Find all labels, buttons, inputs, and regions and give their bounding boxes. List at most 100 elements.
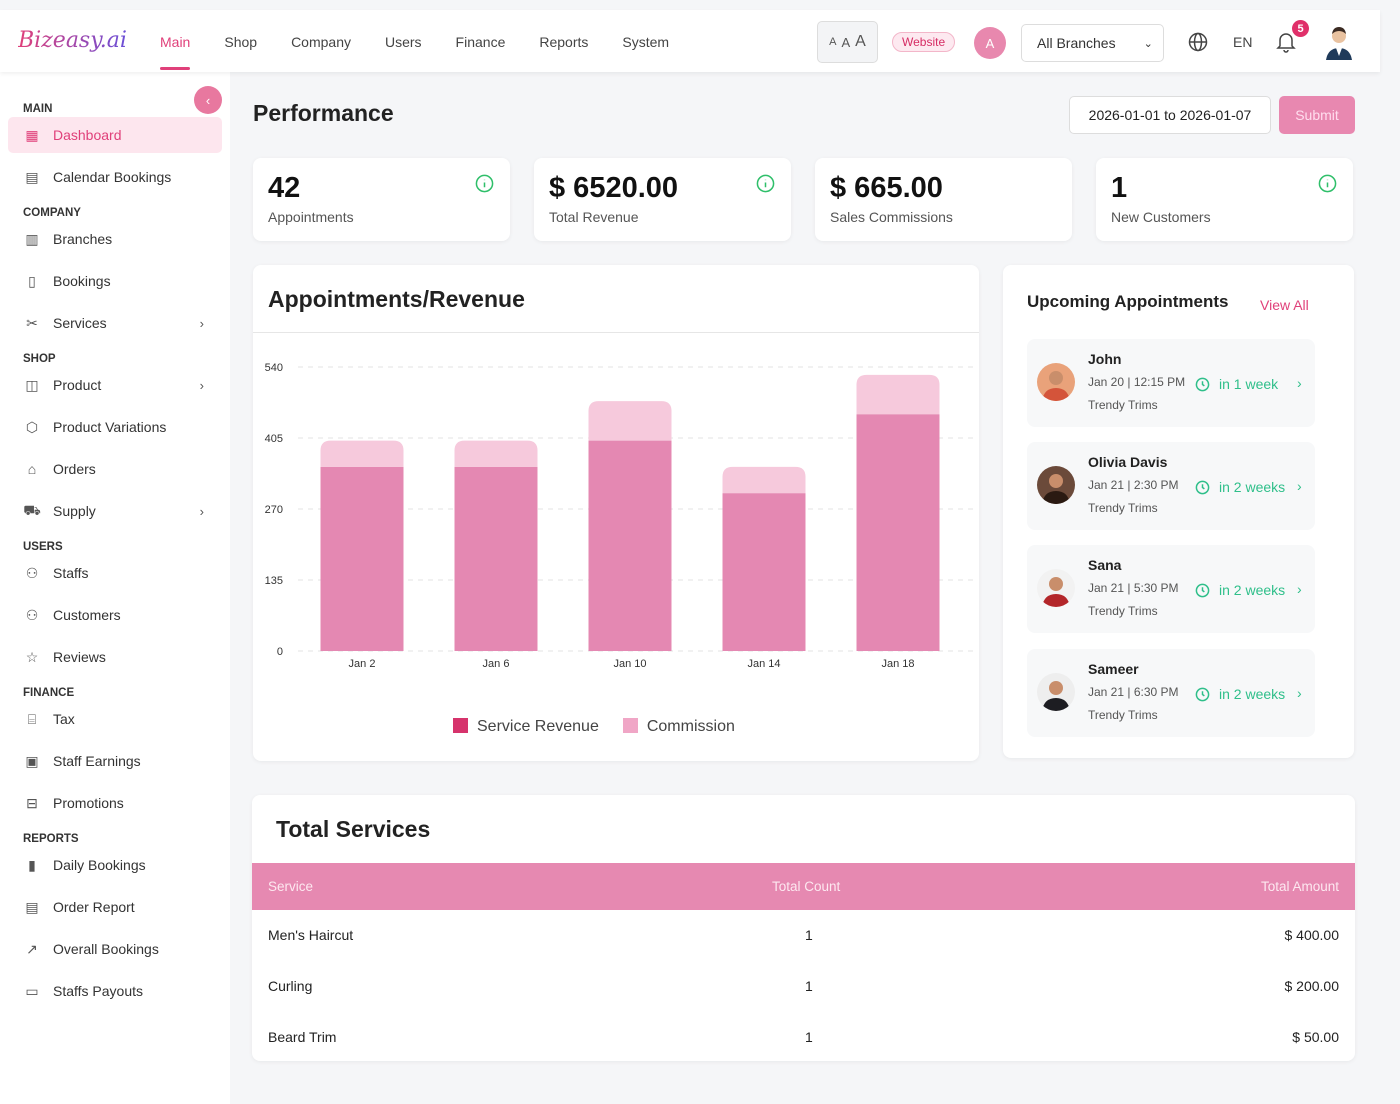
relative-time-label: in 2 weeks — [1219, 686, 1286, 702]
total-services-card — [252, 795, 1355, 1061]
relative-time: in 1 week — [1195, 376, 1278, 392]
view-all-link[interactable]: View All — [1260, 297, 1309, 313]
sidebar-item-label: Calendar Bookings — [53, 169, 172, 185]
upcoming-title: Upcoming Appointments — [1027, 292, 1229, 311]
bank-icon: ⌸ — [27, 710, 37, 727]
branch-name: Trendy Trims — [1088, 501, 1158, 515]
collapse-sidebar-button[interactable]: ‹ — [194, 86, 222, 114]
nav-main[interactable]: Main — [160, 34, 191, 70]
legend-swatch — [453, 718, 468, 733]
sidebar-item-product[interactable]: ◫ Product › — [8, 367, 222, 403]
sidebar-item-label: Customers — [53, 607, 121, 623]
bell-icon[interactable] — [1276, 31, 1296, 53]
bar-chart: 0 135 270 405 540 Jan 2 Jan 6 Jan 10 Jan 14 Jan 1… — [265, 362, 973, 670]
stat-card-appointments: 42 Appointments — [253, 158, 510, 241]
appointment-item[interactable]: John Jan 20 | 12:15 PM Trendy Trims in 1… — [1027, 339, 1315, 427]
legend-item-commission[interactable]: Commission — [622, 718, 735, 736]
relative-time: in 2 weeks — [1195, 479, 1285, 495]
cell-service: Beard Trim — [268, 1029, 337, 1045]
chevron-right-icon: › — [199, 503, 204, 519]
cell-amount: $ 50.00 — [1292, 1029, 1339, 1045]
legend-item-service-revenue[interactable]: Service Revenue — [453, 718, 599, 736]
cell-count: 1 — [805, 1029, 813, 1045]
legend-label: Service Revenue — [477, 718, 599, 735]
sidebar-item-services[interactable]: ✂ Services › — [8, 305, 222, 341]
branch-select-value: All Branches — [1037, 35, 1116, 51]
website-button[interactable]: Website — [892, 32, 956, 52]
branch-name: Trendy Trims — [1088, 398, 1158, 412]
globe-icon[interactable] — [1188, 32, 1208, 52]
appointment-datetime: Jan 21 | 2:30 PM — [1088, 478, 1179, 492]
sidebar-item-label: Supply — [53, 503, 96, 519]
stat-card-total-revenue: $ 6520.00 Total Revenue — [534, 158, 791, 241]
column-total-amount[interactable]: Total Amount — [1260, 879, 1339, 894]
chevron-right-icon[interactable]: › — [1297, 375, 1302, 391]
branch-select[interactable]: All Branches ⌄ — [1021, 24, 1164, 62]
nav-users[interactable]: Users — [384, 34, 422, 50]
appointment-item[interactable]: Sameer Jan 21 | 6:30 PM Trendy Trims in … — [1027, 649, 1315, 737]
customer-avatar — [1037, 466, 1075, 504]
sidebar-item-supply[interactable]: ⛟ Supply › — [8, 493, 222, 529]
sidebar-item-order-report[interactable]: ▤ Order Report — [8, 889, 222, 925]
font-small-button[interactable]: A — [829, 36, 837, 48]
sidebar-item-branches[interactable]: ▥ Branches — [8, 221, 222, 257]
sidebar-item-calendar-bookings[interactable]: ▤ Calendar Bookings — [8, 159, 222, 195]
sidebar-item-overall-bookings[interactable]: ↗ Overall Bookings — [8, 931, 222, 967]
bar-commission — [856, 374, 940, 415]
sidebar-item-staffs[interactable]: ⚇ Staffs — [8, 555, 222, 591]
info-icon[interactable] — [756, 174, 775, 193]
nav-shop[interactable]: Shop — [224, 34, 258, 50]
sidebar-item-dashboard[interactable]: ▦ Dashboard — [8, 117, 222, 153]
submit-button[interactable]: Submit — [1279, 96, 1355, 134]
stat-value: $ 665.00 — [830, 172, 943, 204]
sidebar-item-reviews[interactable]: ☆ Reviews — [8, 639, 222, 675]
date-range-input[interactable]: 2026-01-01 to 2026-01-07 — [1069, 96, 1271, 134]
grid-icon: ▦ — [25, 126, 39, 143]
cell-count: 1 — [805, 927, 813, 943]
nav-system[interactable]: System — [622, 34, 670, 50]
sidebar-item-daily-bookings[interactable]: ▮ Daily Bookings — [8, 847, 222, 883]
sidebar-section-label: USERS — [23, 541, 63, 553]
table-row: Beard Trim 1 $ 50.00 — [252, 1012, 1355, 1062]
info-icon[interactable] — [475, 174, 494, 193]
sidebar-item-staff-earnings[interactable]: ▣ Staff Earnings — [8, 743, 222, 779]
x-tick-label: Jan 18 — [881, 658, 914, 670]
sidebar-item-label: Orders — [53, 461, 96, 477]
nav-finance[interactable]: Finance — [455, 34, 506, 50]
column-service[interactable]: Service — [268, 879, 314, 894]
font-medium-button[interactable]: A — [841, 34, 851, 50]
relative-time-label: in 1 week — [1219, 376, 1279, 392]
chevron-right-icon[interactable]: › — [1297, 581, 1302, 597]
wallet-icon: ▣ — [25, 752, 39, 769]
bar-service-revenue — [588, 440, 672, 651]
sidebar-item-orders[interactable]: ⌂ Orders — [8, 451, 222, 487]
appointment-item[interactable]: Sana Jan 21 | 5:30 PM Trendy Trims in 2 … — [1027, 545, 1315, 633]
building-icon: ▥ — [25, 230, 39, 247]
nav-company[interactable]: Company — [291, 34, 351, 50]
chart-legend: Service Revenue Commission — [453, 718, 735, 736]
sidebar-item-staffs-payouts[interactable]: ▭ Staffs Payouts — [8, 973, 222, 1009]
chevron-right-icon: › — [199, 377, 204, 393]
font-large-button[interactable]: A — [855, 33, 866, 50]
x-tick-label: Jan 14 — [747, 658, 780, 670]
chevron-right-icon[interactable]: › — [1297, 685, 1302, 701]
appointment-item[interactable]: Olivia Davis Jan 21 | 2:30 PM Trendy Tri… — [1027, 442, 1315, 530]
language-select[interactable]: EN — [1233, 34, 1253, 50]
sidebar-item-tax[interactable]: ⌸ Tax — [8, 701, 222, 737]
main-nav: Main Shop Company Users Finance Reports … — [160, 34, 670, 70]
sidebar-item-product-variations[interactable]: ⬡ Product Variations — [8, 409, 222, 445]
chevron-right-icon[interactable]: › — [1297, 478, 1302, 494]
sidebar-item-promotions[interactable]: ⊟ Promotions — [8, 785, 222, 821]
user-avatar[interactable] — [1324, 26, 1354, 60]
branch-name: Trendy Trims — [1088, 708, 1158, 722]
info-icon[interactable] — [1318, 174, 1337, 193]
account-avatar[interactable]: A — [974, 27, 1006, 59]
total-services-title: Total Services — [276, 816, 431, 842]
sidebar-item-customers[interactable]: ⚇ Customers — [8, 597, 222, 633]
nav-reports[interactable]: Reports — [539, 34, 589, 50]
column-total-count[interactable]: Total Count — [772, 879, 841, 894]
card-icon: ▭ — [25, 982, 39, 999]
sidebar-item-bookings[interactable]: ▯ Bookings — [8, 263, 222, 299]
x-tick-label: Jan 2 — [349, 658, 376, 670]
logo[interactable]: Bizeasy.ai — [18, 28, 127, 53]
